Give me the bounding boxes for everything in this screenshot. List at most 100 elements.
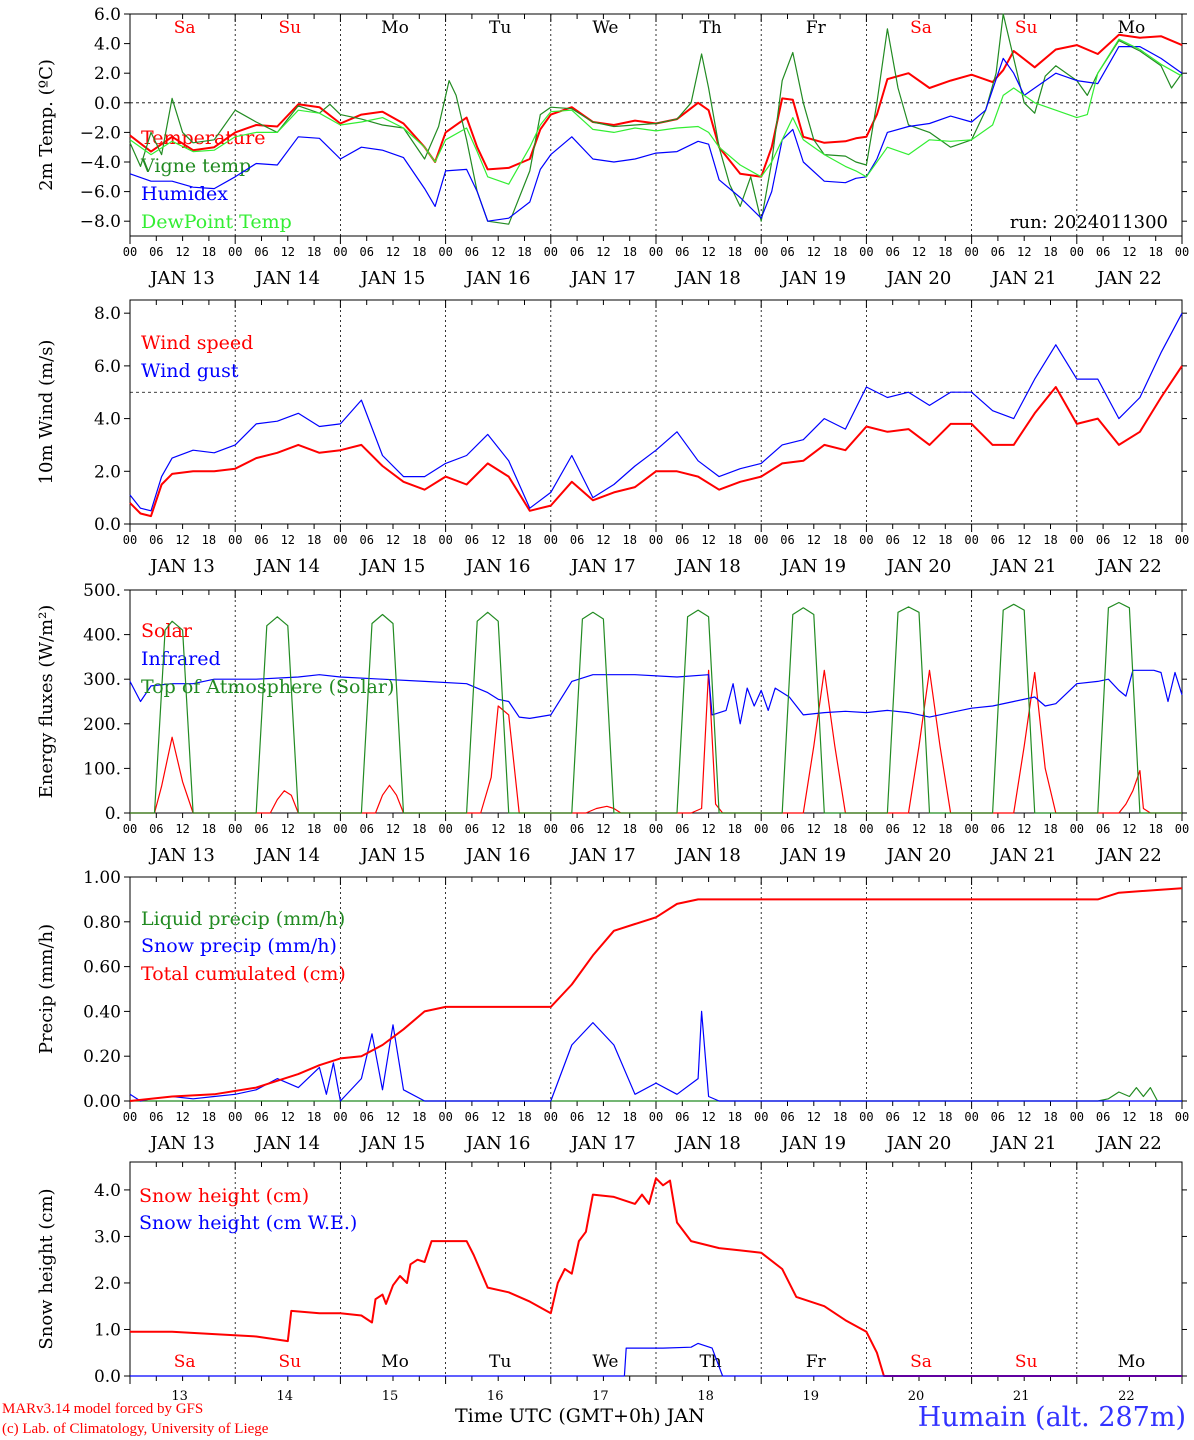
hour-tick-label: 00 (544, 1110, 558, 1124)
hour-tick-label: 18 (1043, 822, 1057, 836)
hour-tick-label: 06 (991, 533, 1005, 547)
date-label: JAN 14 (254, 268, 321, 289)
y-axis-label: 2m Temp. (ºC) (36, 59, 57, 191)
hour-tick-label: 00 (1070, 245, 1084, 259)
hour-tick-label: 06 (359, 822, 373, 836)
y-tick-label: −4.0 (80, 153, 121, 173)
day-name-label: Sa (910, 1352, 932, 1372)
hour-tick-label: 06 (254, 533, 268, 547)
day-name-label: Sa (174, 18, 196, 38)
hour-tick-label: 18 (728, 245, 742, 259)
hour-tick-label: 06 (254, 822, 268, 836)
y-tick-label: 6.0 (94, 357, 121, 377)
hour-tick-label: 06 (1096, 533, 1110, 547)
hour-tick-label: 00 (1175, 822, 1189, 836)
legend-entry: Liquid precip (mm/h) (141, 908, 345, 930)
hour-tick-label: 00 (228, 245, 242, 259)
y-tick-label: −6.0 (80, 183, 121, 203)
date-label: JAN 18 (674, 845, 741, 866)
y-tick-label: 3.0 (94, 1227, 121, 1247)
hour-tick-label: 12 (281, 245, 295, 259)
hour-tick-label: 18 (202, 822, 216, 836)
legend-entry: Temperature (141, 127, 265, 149)
hour-tick-label: 12 (1017, 822, 1031, 836)
day-number-label: 14 (277, 1389, 294, 1404)
hour-tick-label: 18 (1148, 533, 1162, 547)
hour-tick-label: 12 (912, 533, 926, 547)
hour-tick-label: 00 (438, 1110, 452, 1124)
panel-1: 6.04.02.00.0−2.0−4.0−6.0−8.000 06 12 18JAN … (36, 5, 1189, 289)
y-tick-label: 2.0 (94, 64, 121, 84)
date-label: JAN 15 (359, 556, 426, 577)
hour-tick-label: 12 (175, 822, 189, 836)
hour-tick-label: 00 (964, 822, 978, 836)
date-label: JAN 21 (990, 268, 1057, 289)
legend-entry: Wind speed (141, 332, 253, 354)
hour-tick-label: 18 (517, 245, 531, 259)
hour-tick-label: 00 (649, 533, 663, 547)
hour-tick-label: 18 (412, 1110, 426, 1124)
legend-entry: Vigne temp (140, 155, 251, 177)
hour-tick-label: 00 (1070, 1110, 1084, 1124)
hour-tick-label: 12 (1017, 1110, 1031, 1124)
legend-entry: DewPoint Temp (141, 211, 292, 233)
hour-tick-label: 06 (991, 1110, 1005, 1124)
hour-tick-label: 06 (885, 1110, 899, 1124)
hour-tick-label: 06 (465, 245, 479, 259)
hour-tick-label: 12 (386, 822, 400, 836)
hour-tick-label: 00 (649, 1110, 663, 1124)
hour-tick-label: 06 (570, 533, 584, 547)
hour-tick-label: 06 (1096, 245, 1110, 259)
date-label: JAN 19 (780, 1133, 847, 1154)
hour-tick-label: 18 (412, 533, 426, 547)
hour-tick-label: 12 (1122, 533, 1136, 547)
date-label: JAN 15 (359, 1133, 426, 1154)
legend-entry: Top of Atmosphere (Solar) (141, 676, 394, 698)
hour-tick-label: 18 (938, 533, 952, 547)
hour-tick-label: 00 (228, 1110, 242, 1124)
hour-tick-label: 06 (991, 822, 1005, 836)
hour-tick-label: 18 (833, 822, 847, 836)
hour-tick-label: 00 (544, 533, 558, 547)
hour-tick-label: 06 (570, 245, 584, 259)
date-label: JAN 21 (990, 845, 1057, 866)
hour-tick-label: 06 (570, 822, 584, 836)
hour-tick-label: 12 (491, 1110, 505, 1124)
hour-tick-label: 18 (1043, 1110, 1057, 1124)
day-number-label: 16 (487, 1389, 504, 1404)
run-annotation: run: 2024011300 (1010, 212, 1168, 233)
hour-tick-label: 12 (807, 1110, 821, 1124)
hour-tick-label: 00 (649, 245, 663, 259)
hour-tick-label: 00 (228, 822, 242, 836)
y-axis-label: Precip (mm/h) (36, 924, 57, 1054)
hour-tick-label: 06 (1096, 1110, 1110, 1124)
hour-tick-label: 18 (728, 822, 742, 836)
y-axis-label: Energy fluxes (W/m²) (36, 605, 57, 799)
hour-tick-label: 12 (596, 245, 610, 259)
hour-tick-label: 00 (333, 822, 347, 836)
hour-tick-label: 12 (491, 822, 505, 836)
date-label: JAN 22 (1095, 268, 1162, 289)
day-name-label: Sa (174, 1352, 196, 1372)
day-number-label: 18 (697, 1389, 714, 1404)
series-line (129, 38, 1183, 185)
date-label: JAN 21 (990, 556, 1057, 577)
legend-entry: Humidex (141, 183, 228, 205)
date-label: JAN 17 (569, 1133, 636, 1154)
date-label: JAN 13 (148, 556, 215, 577)
y-tick-label: 400. (83, 626, 121, 646)
hour-tick-label: 06 (885, 533, 899, 547)
legend-entry: Snow precip (mm/h) (141, 935, 337, 957)
hour-tick-label: 06 (149, 533, 163, 547)
day-number-label: 22 (1118, 1389, 1135, 1404)
y-tick-label: 1.0 (94, 1320, 121, 1340)
date-label: JAN 18 (674, 1133, 741, 1154)
date-label: JAN 16 (464, 268, 531, 289)
date-label: JAN 17 (569, 845, 636, 866)
day-name-label: Sa (910, 18, 932, 38)
hour-tick-label: 18 (622, 822, 636, 836)
day-number-label: 15 (382, 1389, 399, 1404)
hour-tick-label: 18 (622, 245, 636, 259)
hour-tick-label: 18 (833, 245, 847, 259)
